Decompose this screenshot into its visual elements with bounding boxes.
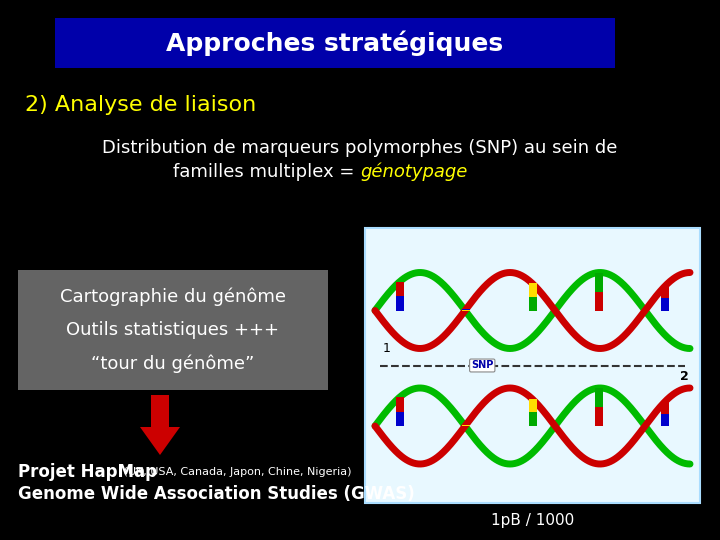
- FancyBboxPatch shape: [55, 18, 615, 68]
- Bar: [595, 292, 603, 310]
- Bar: [661, 402, 669, 414]
- Polygon shape: [140, 395, 180, 455]
- Text: Cartographie du génôme: Cartographie du génôme: [60, 287, 286, 306]
- Bar: [661, 299, 669, 310]
- Bar: [528, 399, 536, 413]
- FancyBboxPatch shape: [18, 270, 328, 390]
- Text: familles multiplex =: familles multiplex =: [173, 163, 360, 181]
- Text: 1pB / 1000: 1pB / 1000: [491, 514, 574, 529]
- FancyBboxPatch shape: [365, 228, 700, 503]
- Bar: [528, 284, 536, 297]
- Bar: [396, 296, 404, 310]
- Text: Projet HapMap: Projet HapMap: [18, 463, 157, 481]
- Bar: [661, 286, 669, 299]
- Text: Genome Wide Association Studies (GWAS): Genome Wide Association Studies (GWAS): [18, 485, 415, 503]
- Bar: [661, 414, 669, 426]
- Text: génotypage: génotypage: [360, 163, 467, 181]
- Bar: [528, 413, 536, 426]
- Bar: [396, 397, 404, 411]
- Text: Outils statistiques +++: Outils statistiques +++: [66, 321, 279, 339]
- Text: Approches stratégiques: Approches stratégiques: [166, 30, 503, 56]
- Text: 1: 1: [383, 341, 391, 354]
- Text: 2) Analyse de liaison: 2) Analyse de liaison: [25, 95, 256, 115]
- Bar: [595, 388, 603, 407]
- Text: SNP: SNP: [471, 361, 493, 370]
- Bar: [595, 273, 603, 292]
- Bar: [396, 411, 404, 426]
- Bar: [528, 297, 536, 310]
- Text: Distribution de marqueurs polymorphes (SNP) au sein de: Distribution de marqueurs polymorphes (S…: [102, 139, 618, 157]
- Bar: [595, 407, 603, 426]
- Text: “tour du génôme”: “tour du génôme”: [91, 354, 255, 373]
- Bar: [396, 282, 404, 296]
- Text: (UK, USA, Canada, Japon, Chine, Nigeria): (UK, USA, Canada, Japon, Chine, Nigeria): [120, 467, 351, 477]
- Text: 2: 2: [680, 369, 689, 382]
